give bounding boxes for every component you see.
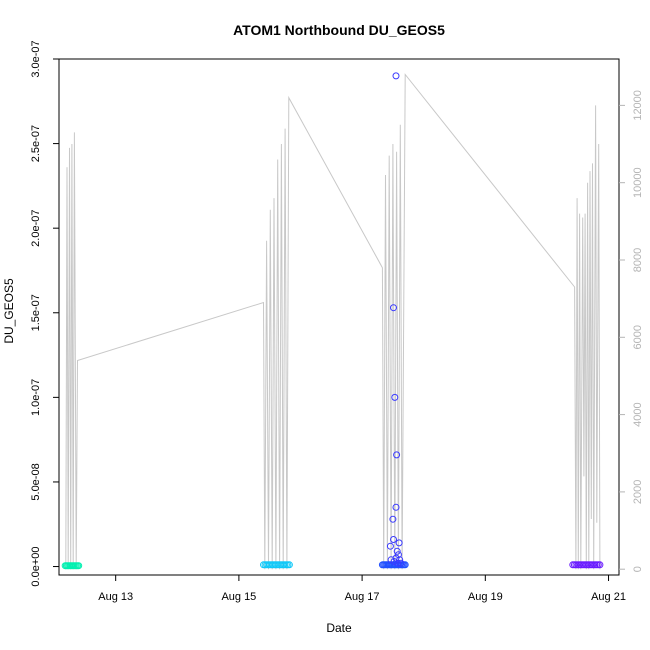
data-point (390, 304, 397, 312)
y-tick-label: 3.0e-07 (30, 40, 42, 77)
altitude-series (65, 73, 601, 570)
y2-tick-label: 10000 (632, 167, 644, 198)
y2-tick-label: 12000 (632, 90, 644, 121)
data-point (394, 559, 402, 567)
data-point (391, 393, 399, 401)
du-points (61, 72, 604, 570)
data-point (285, 561, 293, 569)
x-axis: Aug 13 Aug 15 Aug 17 Aug 19 Aug 21 (98, 575, 626, 603)
x-tick-label: Aug 21 (591, 591, 626, 603)
y-tick-label: 5.0e-08 (30, 463, 42, 500)
data-point (75, 562, 83, 570)
data-point (386, 542, 394, 550)
y2-tick-label: 6000 (632, 325, 644, 349)
x-tick-label: Aug 13 (98, 591, 133, 603)
data-point (390, 558, 398, 565)
y-axis-left: 0.0e+00 5.0e-08 1.0e-07 1.5e-07 2.0e-07 2.5e-… (30, 40, 59, 587)
y2-tick-label: 8000 (632, 248, 644, 272)
y2-tick-label: 0 (632, 566, 644, 572)
y-tick-label: 2.5e-07 (30, 125, 42, 162)
y-tick-label: 1.0e-07 (30, 379, 42, 416)
y-tick-label: 2.0e-07 (30, 210, 42, 247)
x-axis-label: Date (326, 621, 352, 635)
plot-frame (58, 58, 620, 576)
data-point (401, 561, 409, 569)
data-point (393, 451, 401, 459)
data-point (389, 515, 397, 523)
y-tick-label: 0.0e+00 (30, 547, 42, 587)
x-tick-label: Aug 15 (221, 591, 256, 603)
data-point (390, 536, 397, 543)
altitude-line (65, 73, 601, 570)
y-axis-label: DU_GEOS5 (2, 278, 16, 344)
y2-tick-label: 2000 (632, 480, 644, 504)
y-tick-label: 1.5e-07 (30, 294, 42, 331)
y-axis-right: 0 2000 4000 6000 8000 10000 12000 (619, 90, 644, 572)
data-point (397, 559, 405, 567)
x-tick-label: Aug 17 (345, 591, 380, 603)
data-point (393, 547, 401, 555)
data-point (596, 561, 604, 569)
y2-tick-label: 4000 (632, 402, 644, 426)
data-point (392, 72, 400, 80)
data-point (392, 503, 400, 511)
x-tick-label: Aug 19 (468, 591, 503, 603)
data-point (395, 539, 403, 547)
chart-title: ATOM1 Northbound DU_GEOS5 (233, 22, 445, 38)
